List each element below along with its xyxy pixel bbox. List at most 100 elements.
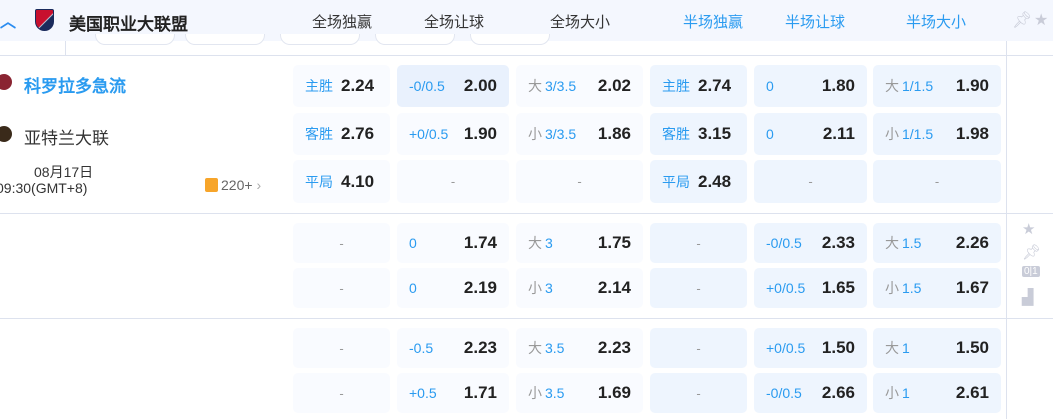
odds-label: 1.5 <box>902 235 922 251</box>
odds-cell[interactable]: 小 3/3.5 1.86 <box>516 113 643 155</box>
filter-pill[interactable] <box>185 34 265 45</box>
odds-cell[interactable]: +0/0.5 1.90 <box>397 113 509 155</box>
odds-cell[interactable]: 平局 4.10 <box>293 160 390 203</box>
collapse-chevron-icon[interactable]: ︿ <box>0 14 17 31</box>
odds-cell[interactable]: 客胜 3.15 <box>650 113 747 155</box>
empty-odds: - <box>696 385 701 401</box>
over-under-prefix: 大 <box>528 340 542 356</box>
odds-value: 1.90 <box>463 124 497 143</box>
odds-value: 3.15 <box>698 124 732 143</box>
odds-cell: - <box>650 268 747 308</box>
odds-cell: - <box>397 160 509 203</box>
odds-cell[interactable]: 客胜 2.76 <box>293 113 390 155</box>
tab-full-handicap[interactable]: 全场让球 <box>423 14 484 31</box>
odds-cell[interactable]: +0/0.5 1.50 <box>754 328 867 368</box>
odds-cell[interactable]: +0/0.5 1.65 <box>754 268 867 308</box>
filter-pill[interactable] <box>375 34 455 45</box>
over-under-prefix: 小 <box>885 385 899 401</box>
score-icon[interactable]: 0|1 <box>1022 266 1040 277</box>
star-icon[interactable]: ★ <box>1034 12 1049 29</box>
tab-full-over-under[interactable]: 全场大小 <box>549 14 610 31</box>
empty-odds: - <box>808 174 813 189</box>
odds-cell: - <box>293 328 390 368</box>
odds-cell[interactable]: 大 3/3.5 2.02 <box>516 65 643 107</box>
over-under-prefix: 大 <box>885 340 899 356</box>
odds-label: 平局 <box>305 173 333 190</box>
odds-value: 2.26 <box>955 233 989 252</box>
odds-cell[interactable]: 0 1.74 <box>397 223 509 263</box>
empty-odds: - <box>577 174 582 189</box>
more-markets-count: 220+ <box>221 177 253 193</box>
odds-cell[interactable]: +0.5 1.71 <box>397 373 509 413</box>
odds-value: 1.80 <box>821 76 855 95</box>
empty-odds: - <box>696 235 701 251</box>
pin-icon[interactable]: 📌︎ <box>1022 244 1042 261</box>
odds-cell[interactable]: 小 3 2.14 <box>516 268 643 308</box>
filter-pill[interactable] <box>470 34 550 45</box>
filter-pill[interactable] <box>280 34 360 45</box>
stats-chart-icon[interactable]: ▟ <box>1022 289 1034 306</box>
odds-label: +0/0.5 <box>766 280 806 296</box>
over-under-prefix: 小 <box>528 280 542 296</box>
odds-cell[interactable]: -0/0.5 2.66 <box>754 373 867 413</box>
over-under-prefix: 大 <box>528 78 542 94</box>
tab-half-1x2[interactable]: 半场独赢 <box>682 14 743 31</box>
odds-label: +0/0.5 <box>766 340 806 356</box>
odds-cell[interactable]: 小 1/1.5 1.98 <box>873 113 1001 155</box>
empty-odds: - <box>934 174 940 189</box>
odds-value: 1.75 <box>597 233 631 252</box>
away-team-badge <box>0 126 12 142</box>
odds-cell[interactable]: 主胜 2.24 <box>293 65 390 107</box>
away-team-name[interactable]: 亚特兰大联 <box>24 129 109 148</box>
odds-value: 2.33 <box>821 233 855 252</box>
odds-cell[interactable]: -0/0.5 2.00 <box>397 65 509 107</box>
odds-cell[interactable]: 主胜 2.74 <box>650 65 747 107</box>
odds-label: 平局 <box>662 173 690 190</box>
odds-cell[interactable]: 0 2.19 <box>397 268 509 308</box>
odds-cell: - <box>293 268 390 308</box>
divider <box>1006 41 1007 419</box>
odds-value: 1.50 <box>955 338 989 357</box>
odds-value: 2.23 <box>597 338 631 357</box>
star-icon[interactable]: ★ <box>1022 221 1036 238</box>
chevron-right-icon: › <box>256 177 262 193</box>
pin-icon[interactable]: 📌︎ <box>1012 12 1033 29</box>
odds-label: 1 <box>902 340 910 356</box>
tab-full-1x2[interactable]: 全场独赢 <box>311 14 372 31</box>
odds-label: 主胜 <box>305 78 333 94</box>
divider <box>0 318 1053 319</box>
odds-value: 2.23 <box>463 338 497 357</box>
odds-label: 主胜 <box>662 78 690 94</box>
filter-pill[interactable] <box>95 34 175 45</box>
odds-cell: - <box>650 373 747 413</box>
odds-cell[interactable]: 0 2.11 <box>754 113 867 155</box>
odds-cell[interactable]: 大 1 1.50 <box>873 328 1001 368</box>
odds-value: 2.61 <box>955 383 989 402</box>
over-under-prefix: 大 <box>528 235 542 251</box>
tab-half-handicap[interactable]: 半场让球 <box>784 14 845 31</box>
odds-cell[interactable]: -0/0.5 2.33 <box>754 223 867 263</box>
odds-value: 2.19 <box>463 278 497 297</box>
tab-half-over-under[interactable]: 半场大小 <box>905 14 966 31</box>
over-under-prefix: 小 <box>528 126 542 142</box>
odds-value: 1.69 <box>597 383 631 402</box>
odds-cell[interactable]: 大 1/1.5 1.90 <box>873 65 1001 107</box>
odds-cell[interactable]: 小 1 2.61 <box>873 373 1001 413</box>
more-markets-link[interactable]: 220+ › <box>205 177 261 193</box>
over-under-prefix: 小 <box>885 126 899 142</box>
odds-label: 1/1.5 <box>902 78 934 94</box>
odds-cell[interactable]: 大 3 1.75 <box>516 223 643 263</box>
home-team-name[interactable]: 科罗拉多急流 <box>24 77 126 96</box>
odds-value: 4.10 <box>341 171 375 191</box>
odds-value: 1.86 <box>597 124 631 143</box>
odds-cell[interactable]: 平局 2.48 <box>650 160 747 203</box>
odds-value: 1.74 <box>463 233 497 252</box>
odds-cell[interactable]: 大 3.5 2.23 <box>516 328 643 368</box>
odds-cell[interactable]: 小 1.5 1.67 <box>873 268 1001 308</box>
odds-label: -0/0.5 <box>766 235 802 251</box>
odds-cell[interactable]: 小 3.5 1.69 <box>516 373 643 413</box>
odds-cell[interactable]: 0 1.80 <box>754 65 867 107</box>
odds-cell[interactable]: -0.5 2.23 <box>397 328 509 368</box>
match-date: 08月17日 <box>34 164 94 180</box>
odds-cell[interactable]: 大 1.5 2.26 <box>873 223 1001 263</box>
